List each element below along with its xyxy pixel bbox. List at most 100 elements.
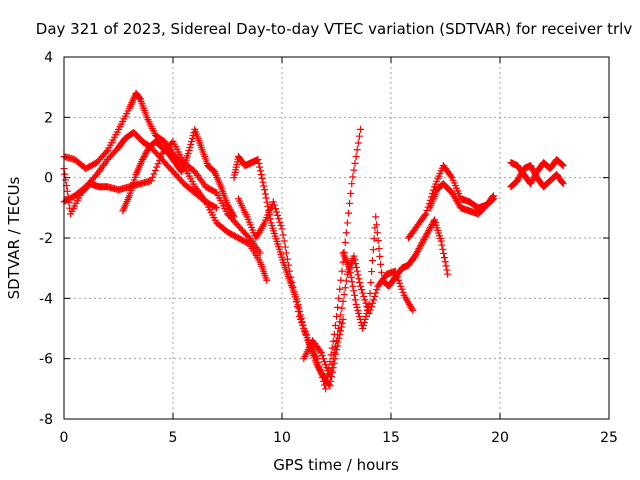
data-point: [256, 163, 264, 171]
data-point: [437, 237, 445, 245]
data-point: [353, 267, 361, 275]
data-point: [375, 245, 383, 253]
data-point: [336, 318, 344, 326]
data-point: [346, 269, 354, 277]
series-satellite-track-8: [339, 213, 452, 332]
data-point: [415, 245, 423, 253]
data-point: [154, 160, 162, 168]
data-point: [186, 144, 194, 151]
data-point: [398, 285, 406, 293]
data-point: [316, 347, 324, 355]
data-point: [341, 239, 349, 247]
data-point: [422, 232, 430, 240]
data-point: [257, 171, 265, 179]
data-point: [331, 343, 339, 351]
data-point: [354, 306, 362, 314]
data-point: [374, 237, 382, 245]
x-tick-label: 20: [491, 430, 509, 446]
data-point: [62, 176, 70, 184]
data-point: [102, 148, 110, 156]
data-point: [377, 268, 385, 276]
data-point: [425, 226, 433, 234]
data-point: [139, 154, 147, 162]
data-point: [64, 193, 72, 201]
data-point: [326, 382, 334, 390]
data-point: [228, 210, 236, 218]
plot-frame: [63, 56, 610, 420]
data-point: [356, 278, 364, 286]
data-point: [513, 177, 521, 185]
data-point: [344, 209, 352, 217]
data-point: [355, 275, 363, 283]
series-satellite-track-12: [507, 162, 567, 191]
data-point: [143, 147, 151, 155]
data-point: [373, 286, 381, 294]
data-point: [260, 182, 268, 190]
data-point: [279, 231, 287, 239]
data-point: [286, 267, 294, 275]
series-satellite-track-10: [426, 180, 497, 218]
data-point: [322, 361, 330, 369]
data-point: [157, 153, 165, 161]
data-point: [291, 293, 299, 301]
data-point: [269, 198, 277, 206]
data-point: [262, 194, 270, 202]
data-point: [184, 150, 192, 158]
data-point: [514, 175, 522, 183]
data-point: [327, 367, 335, 375]
data-point: [230, 213, 238, 221]
data-point: [397, 282, 405, 290]
data-point: [300, 325, 308, 332]
data-point: [347, 190, 355, 198]
data-point: [330, 349, 338, 357]
data-point: [350, 252, 358, 260]
data-point: [488, 196, 496, 204]
data-point: [314, 358, 322, 366]
chart-title: Day 321 of 2023, Sidereal Day-to-day VTE…: [36, 20, 633, 38]
data-point: [298, 318, 306, 326]
data-point: [518, 169, 526, 177]
data-point: [369, 246, 377, 254]
data-point: [530, 168, 538, 176]
data-point: [349, 282, 357, 290]
data-point: [352, 153, 360, 161]
data-point: [335, 294, 343, 302]
data-point: [527, 162, 535, 170]
data-point: [153, 163, 161, 171]
data-point: [353, 146, 361, 154]
data-point: [333, 312, 340, 320]
data-point: [317, 349, 325, 357]
data-point: [351, 296, 359, 304]
data-point: [441, 258, 449, 266]
data-point: [285, 261, 293, 269]
data-point: [277, 222, 285, 230]
data-point: [443, 266, 451, 274]
data-point: [359, 325, 367, 332]
data-point: [263, 276, 271, 284]
data-point: [342, 229, 350, 237]
series-satellite-track-3: [60, 137, 264, 257]
y-tick-label: -6: [39, 352, 53, 368]
data-point: [368, 257, 376, 265]
data-point: [189, 131, 197, 139]
data-point: [527, 178, 535, 186]
data-point: [323, 378, 331, 386]
data-point: [318, 352, 326, 360]
series-satellite-track-4: [119, 125, 238, 221]
data-point: [559, 180, 567, 188]
data-point: [529, 166, 537, 174]
data-point: [283, 255, 291, 263]
data-point: [273, 208, 281, 216]
data-point: [287, 273, 295, 281]
data-point: [422, 231, 430, 239]
data-point: [149, 173, 157, 181]
data-point: [356, 125, 364, 133]
data-point: [348, 278, 356, 286]
data-point: [364, 306, 372, 314]
data-point: [358, 286, 366, 294]
data-point: [356, 282, 364, 290]
data-point: [150, 170, 158, 178]
data-point: [442, 262, 450, 270]
data-point: [427, 222, 435, 230]
data-point: [352, 260, 360, 268]
